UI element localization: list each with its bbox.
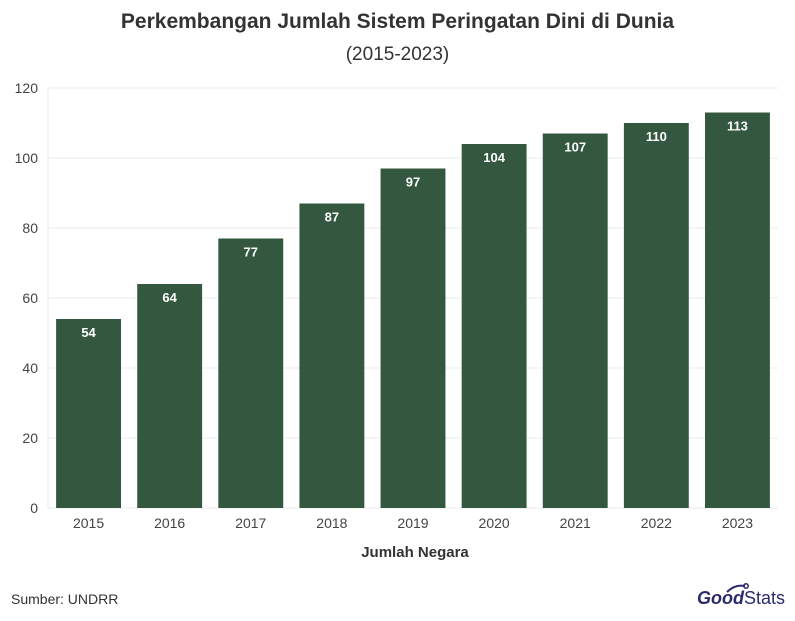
data-label: 107 — [564, 140, 586, 155]
data-label: 77 — [244, 245, 258, 260]
data-label: 113 — [727, 119, 748, 134]
y-axis-ticks: 0 20 40 60 80 100 120 — [15, 80, 39, 516]
bars — [56, 112, 770, 508]
data-label: 87 — [325, 210, 339, 225]
logo-arc-icon — [726, 583, 749, 593]
x-tick-label: 2018 — [316, 515, 347, 531]
bar-2020 — [461, 144, 527, 508]
x-tick-label: 2016 — [154, 515, 185, 531]
y-tick-label: 20 — [22, 430, 38, 446]
y-tick-label: 0 — [30, 500, 38, 516]
x-tick-label: 2015 — [73, 515, 104, 531]
source-note: Sumber: UNDRR — [11, 591, 119, 607]
x-tick-label: 2017 — [235, 515, 266, 531]
bar-2023 — [705, 112, 770, 508]
x-axis-label: Jumlah Negara — [361, 544, 469, 561]
logo-stats-text: Stats — [743, 588, 785, 608]
x-tick-label: 2019 — [397, 515, 428, 531]
x-axis-ticks: 2015 2016 2017 2018 2019 2020 2021 2022 2023 — [73, 515, 753, 531]
x-tick-label: 2022 — [641, 515, 672, 531]
bar-2017 — [218, 238, 284, 508]
chart-subtitle: (2015-2023) — [345, 44, 450, 65]
goodstats-logo: GoodStats — [696, 583, 785, 609]
data-label: 110 — [646, 129, 667, 144]
y-tick-label: 120 — [15, 80, 39, 96]
logo-good-text: Good — [696, 588, 744, 608]
bar-2018 — [299, 203, 365, 508]
y-tick-label: 60 — [22, 290, 38, 306]
chart-title: Perkembangan Jumlah Sistem Peringatan Di… — [120, 10, 675, 33]
bar-2021 — [542, 133, 608, 508]
y-tick-label: 40 — [22, 360, 38, 376]
x-tick-label: 2023 — [722, 515, 753, 531]
data-labels: 54 64 77 87 97 104 107 110 113 — [81, 119, 748, 341]
x-tick-label: 2020 — [479, 515, 510, 531]
y-tick-label: 80 — [22, 220, 38, 236]
data-label: 104 — [483, 150, 505, 165]
data-label: 97 — [406, 175, 420, 190]
bar-2022 — [623, 123, 689, 508]
bar-2015 — [56, 319, 121, 508]
y-tick-label: 100 — [15, 150, 39, 166]
data-label: 64 — [162, 290, 177, 305]
x-tick-label: 2021 — [560, 515, 591, 531]
data-label: 54 — [81, 325, 96, 340]
bar-2019 — [380, 168, 446, 508]
bar-2016 — [137, 284, 203, 508]
